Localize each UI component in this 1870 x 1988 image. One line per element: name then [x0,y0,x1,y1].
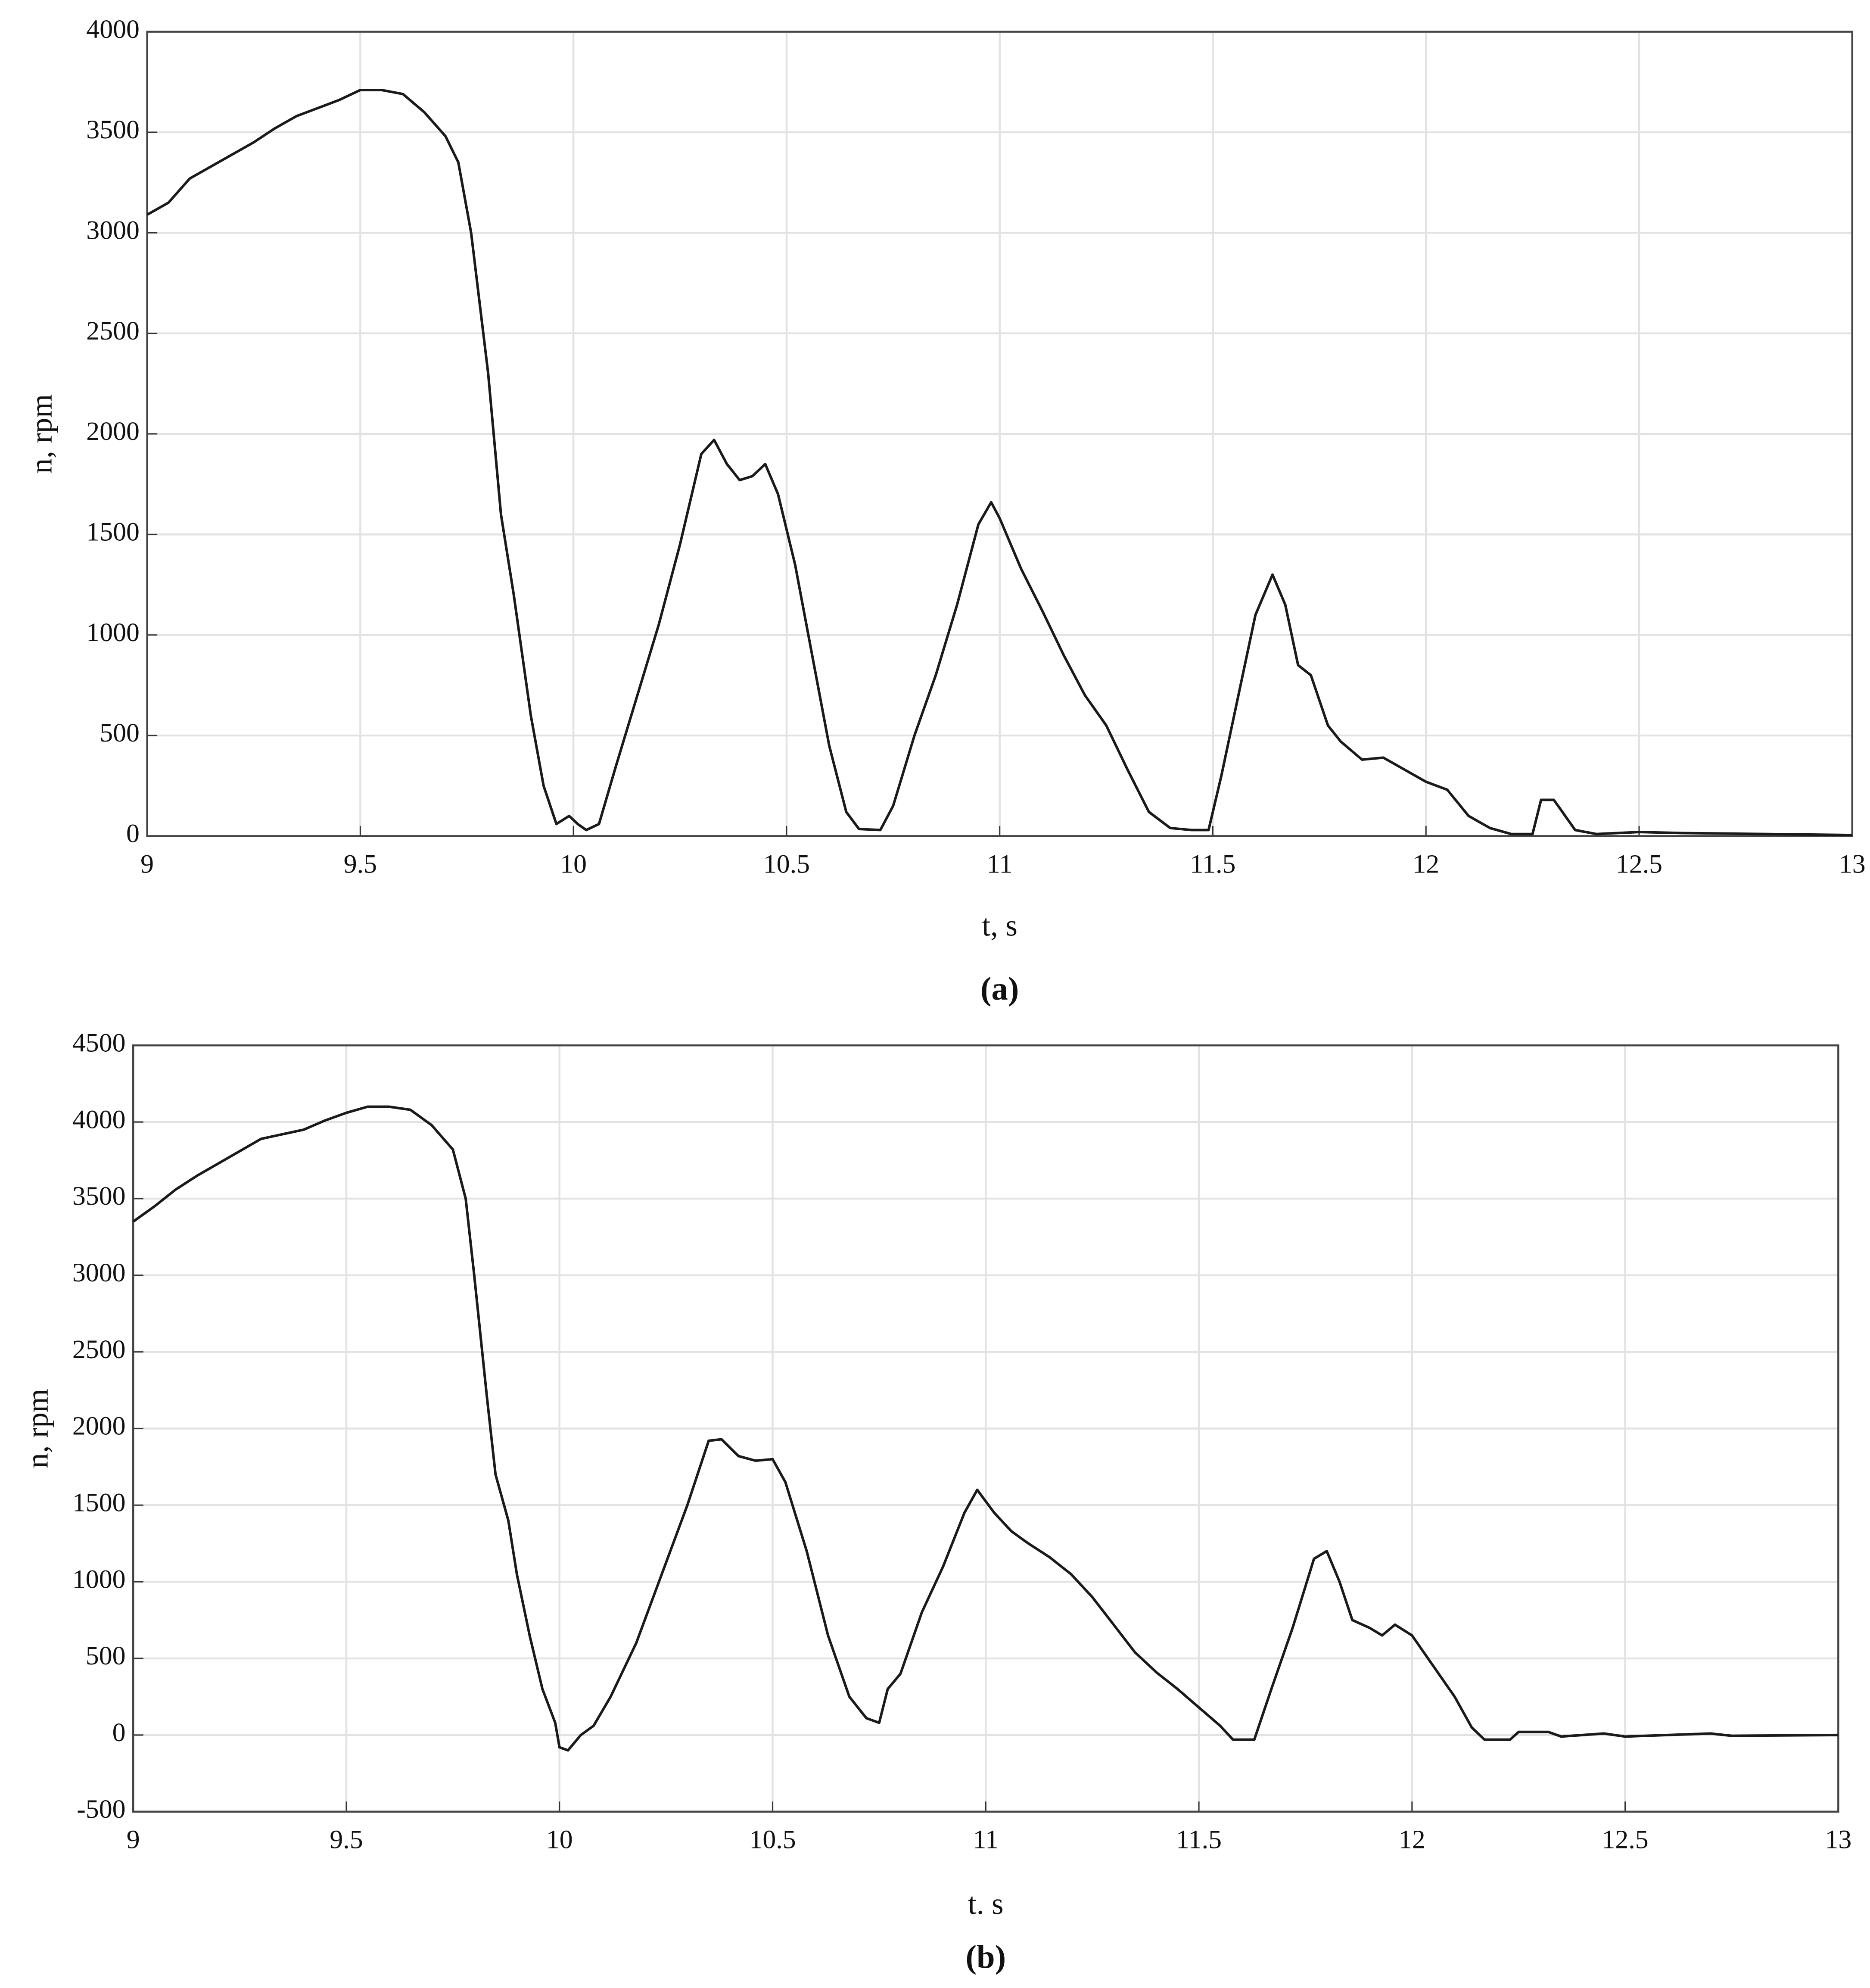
x-tick-label: 12 [1399,1825,1425,1854]
caption: (a) [980,970,1019,1007]
x-tick-label: 11.5 [1176,1825,1222,1854]
y-tick-label: 4500 [72,1028,126,1057]
x-tick-label: 10.5 [749,1825,796,1854]
y-tick-label: 3000 [72,1258,126,1287]
x-tick-label: 10 [560,849,587,879]
y-tick-label: 0 [112,1718,126,1747]
x-tick-label: 9 [140,849,154,879]
x-tick-label: 10 [546,1825,573,1854]
x-tick-label: 11.5 [1190,849,1236,879]
y-tick-label: 3000 [86,216,140,245]
x-tick-label: 9 [127,1825,140,1854]
y-tick-label: -500 [77,1795,125,1824]
y-tick-label: 500 [100,718,140,748]
y-tick-label: 1500 [86,517,140,547]
y-tick-label: 1000 [72,1564,126,1594]
plot-frame [132,1044,1839,1813]
caption: (b) [966,1938,1006,1975]
x-tick-label: 12 [1413,849,1439,879]
plot-frame [146,31,1853,837]
x-tick-label: 11 [987,849,1013,879]
y-tick-label: 500 [86,1641,126,1670]
y-axis-label: n, rpm [25,394,58,474]
y-tick-label: 4000 [86,15,140,44]
x-tick-label: 11 [973,1825,999,1854]
y-tick-label: 2000 [86,417,140,446]
x-tick-label: 13 [1839,849,1866,879]
y-tick-label: 2500 [72,1335,126,1364]
y-tick-label: 2500 [86,316,140,346]
data-line [146,89,1852,837]
y-tick-label: 3500 [86,115,140,144]
y-tick-label: 3500 [72,1181,126,1211]
x-tick-label: 13 [1825,1825,1851,1854]
x-axis-label: t, s [982,909,1017,943]
y-axis-label: n, rpm [21,1389,54,1468]
y-tick-label: 0 [126,819,140,848]
data-line [132,1105,1839,1752]
x-tick-label: 9.5 [330,1825,363,1854]
x-tick-label: 12.5 [1616,849,1662,879]
y-tick-label: 4000 [72,1105,126,1134]
x-axis-label: t. s [968,1887,1003,1921]
x-tick-label: 12.5 [1602,1825,1648,1854]
y-tick-label: 1500 [72,1488,126,1517]
x-tick-label: 10.5 [763,849,810,879]
y-tick-label: 2000 [72,1412,126,1441]
y-tick-label: 1000 [86,618,140,647]
x-tick-label: 9.5 [344,849,377,879]
